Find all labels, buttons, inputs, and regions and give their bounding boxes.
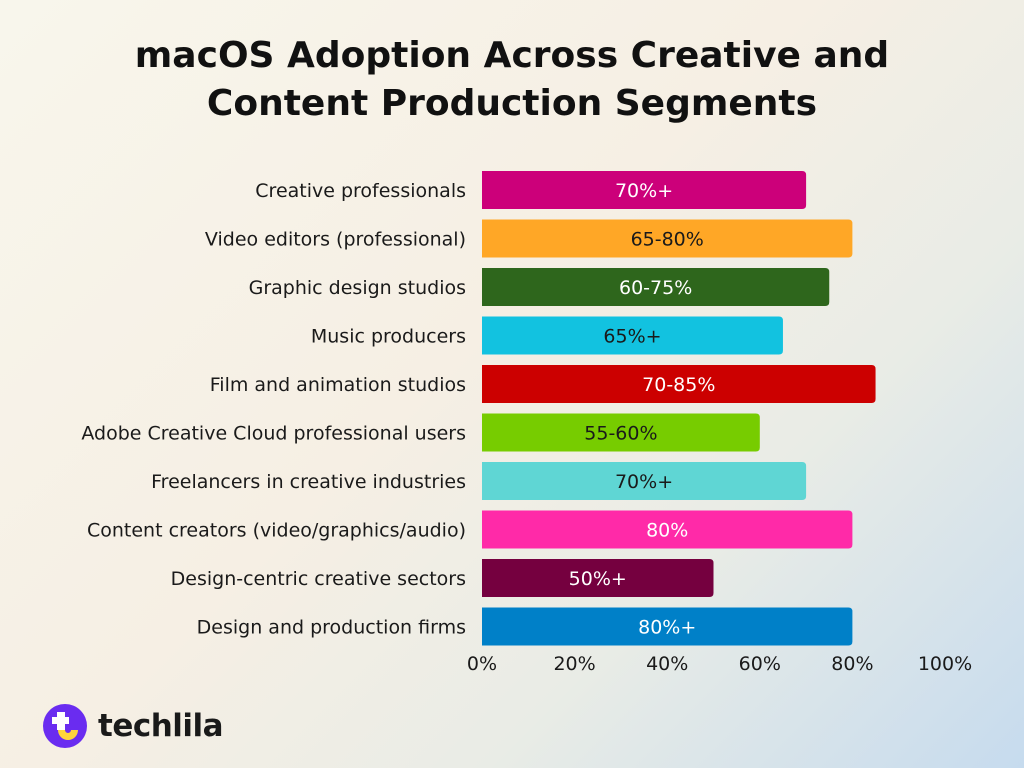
category-label: Design and production firms	[197, 617, 466, 639]
category-label: Adobe Creative Cloud professional users	[81, 423, 466, 445]
category-label: Design-centric creative sectors	[171, 568, 466, 590]
data-label: 70%+	[615, 471, 673, 493]
x-tick-label: 80%	[831, 653, 873, 675]
bar	[482, 171, 807, 209]
category-label: Video editors (professional)	[205, 229, 466, 251]
bar	[482, 559, 714, 597]
data-label: 80%	[646, 520, 688, 542]
data-label: 50%+	[569, 568, 627, 590]
x-tick-label: 40%	[646, 653, 688, 675]
bar	[482, 413, 760, 452]
chart-title: macOS Adoption Across Creative and Conten…	[134, 35, 890, 124]
bar	[482, 607, 853, 646]
bar	[482, 365, 876, 403]
category-label: Freelancers in creative industries	[151, 471, 466, 493]
category-label: Film and animation studios	[210, 374, 466, 396]
x-tick-label: 60%	[739, 653, 781, 675]
bar-chart: Creative professionals 70%+ Video editors …	[81, 171, 972, 675]
x-tick-label: 20%	[553, 653, 595, 675]
data-label: 70-85%	[642, 374, 715, 396]
bar	[482, 510, 853, 549]
bar	[482, 219, 853, 258]
category-label: Music producers	[311, 326, 466, 348]
category-label: Creative professionals	[255, 180, 466, 202]
category-label: Content creators (video/graphics/audio)	[87, 520, 466, 542]
data-label: 80%+	[638, 617, 696, 639]
x-tick-label: 0%	[467, 653, 497, 675]
bar	[482, 462, 807, 500]
data-label: 60-75%	[619, 277, 692, 299]
data-label: 65-80%	[631, 229, 704, 251]
x-tick-label: 100%	[918, 653, 972, 675]
bar	[482, 316, 783, 355]
data-label: 55-60%	[584, 423, 657, 445]
data-label: 65%+	[603, 326, 661, 348]
data-label: 70%+	[615, 180, 673, 202]
techlila-logo-icon	[43, 704, 87, 748]
bar	[482, 268, 830, 306]
techlila-logo-text: techlila	[98, 708, 224, 744]
category-label: Graphic design studios	[249, 277, 466, 299]
techlila-logo: techlila	[42, 703, 224, 749]
